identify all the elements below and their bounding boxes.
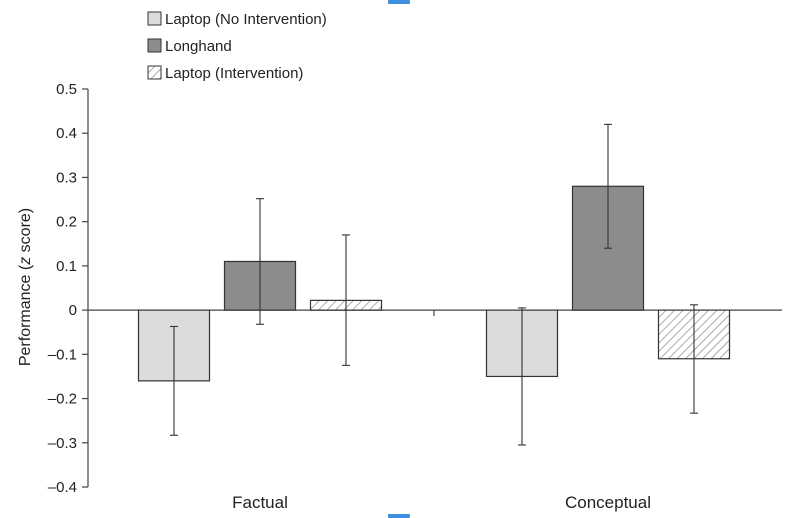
y-tick-label: 0 — [69, 302, 77, 319]
y-tick-label: –0.4 — [48, 479, 77, 496]
bars — [137, 185, 731, 382]
y-axis-label-suffix: score) — [17, 208, 34, 257]
y-axis-label-italic: z — [17, 257, 34, 266]
y-tick-label: 0.4 — [56, 125, 77, 142]
y-tick-label: –0.2 — [48, 391, 77, 408]
y-axis-label: Performance (z score) — [17, 208, 34, 366]
legend: Laptop (No Intervention) Longhand Laptop (… — [147, 11, 327, 82]
bottom-edge-marker — [388, 514, 410, 518]
y-tick-label: 0.1 — [56, 258, 77, 275]
legend-swatch-2 — [147, 38, 162, 53]
legend-swatch-3 — [147, 65, 162, 80]
y-axis-label-prefix: Performance ( — [17, 264, 34, 366]
x-category-label-conceptual: Conceptual — [565, 493, 651, 512]
legend-swatch-1 — [147, 11, 162, 26]
legend-label-3: Laptop (Intervention) — [165, 65, 303, 82]
y-tick-label: 0.2 — [56, 214, 77, 231]
y-tick-label: 0.3 — [56, 169, 77, 186]
x-category-label-factual: Factual — [232, 493, 288, 512]
y-tick-label: –0.3 — [48, 435, 77, 452]
top-edge-marker — [388, 0, 410, 4]
legend-label-2: Longhand — [165, 38, 232, 55]
y-tick-label: –0.1 — [48, 346, 77, 363]
axes: 0.5 0.4 0.3 0.2 0.1 0 –0.1 –0.2 –0.3 –0.4 Factual C… — [48, 81, 782, 512]
y-tick-label: 0.5 — [56, 81, 77, 98]
error-bars — [170, 123, 698, 446]
legend-label-1: Laptop (No Intervention) — [165, 11, 327, 28]
